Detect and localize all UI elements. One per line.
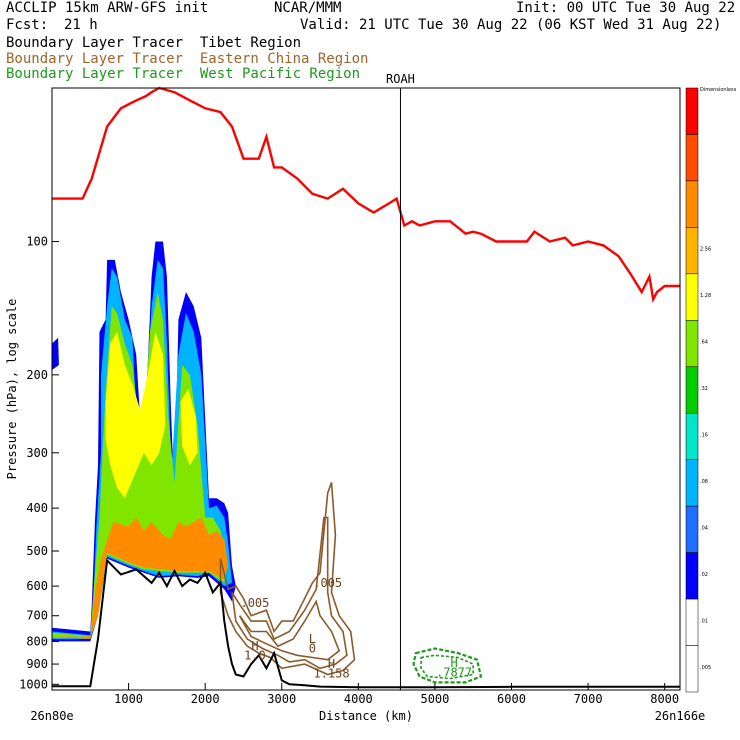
colorbar-swatch: [685, 87, 699, 135]
green-contour-inner: [420, 654, 475, 680]
terrain-line: [52, 558, 680, 689]
tracer-fill-region-3: [105, 331, 166, 499]
colorbar-swatch: [685, 645, 699, 693]
x-tick-label: 5000: [420, 692, 449, 706]
header-center-org: NCAR/MMM: [274, 0, 342, 16]
brown-contour-0: [219, 482, 356, 676]
colorbar-swatch: [685, 598, 699, 646]
x-tick-label: 8000: [650, 692, 679, 706]
colorbar-swatch: [685, 459, 699, 507]
header-init-time: Init: 00 UTC Tue 30 Aug 22: [516, 0, 736, 16]
tracer-fill-region-4: [180, 388, 198, 466]
legend-line-eastern-china: Boundary Layer Tracer Eastern China Regi…: [6, 51, 369, 67]
colorbar-tick-label: .08: [700, 479, 708, 485]
tracer-fill-region-5: [52, 517, 229, 639]
right-endpoint-label: 26n166e: [655, 709, 706, 723]
colorbar-tick-label: .01: [700, 618, 708, 624]
colorbar-title: Dimensionless: [700, 87, 737, 93]
colorbar-tick-label: .04: [700, 525, 708, 531]
colorbar-tick-label: .32: [700, 386, 708, 392]
tracer-fill-layer: [52, 241, 236, 642]
colorbar: Dimensionless .005 .01 .02 .04 .08 .16 .32 .64 1.…: [685, 87, 737, 693]
contour-label: .7877: [436, 665, 472, 679]
y-tick-label: 900: [26, 657, 48, 671]
colorbar-swatch: [685, 366, 699, 414]
x-tick-label: 6000: [497, 692, 526, 706]
colorbar-swatch: [685, 180, 699, 228]
colorbar-swatch: [685, 412, 699, 460]
colorbar-swatch: [685, 552, 699, 600]
colorbar-swatch: [685, 320, 699, 368]
left-endpoint-label: 26n80e: [30, 709, 73, 723]
contour-label: 1.0: [244, 648, 266, 662]
colorbar-swatch: [685, 227, 699, 275]
y-tick-label: 700: [26, 609, 48, 623]
legend-line-tibet: Boundary Layer Tracer Tibet Region: [6, 35, 302, 51]
roah-marker-label: ROAH: [386, 72, 415, 86]
x-tick-label: 2000: [191, 692, 220, 706]
y-tick-label: 800: [26, 634, 48, 648]
y-tick-label: 100: [26, 235, 48, 249]
contour-label: L: [309, 632, 316, 646]
header-fcst-label: Fcst:: [6, 17, 49, 33]
brown-contour-2: [238, 599, 341, 661]
legend-line-west-pacific: Boundary Layer Tracer West Pacific Regio…: [6, 66, 361, 82]
contour-label: 0: [309, 641, 316, 655]
y-tick-label: 200: [26, 368, 48, 382]
x-axis-label: Distance (km): [319, 709, 413, 723]
colorbar-swatch: [685, 505, 699, 553]
colorbar-tick-label: .005: [700, 665, 711, 671]
contour-label: .005: [313, 576, 342, 590]
header-valid-time: Valid: 21 UTC Tue 30 Aug 22 (06 KST Wed …: [300, 17, 722, 33]
tracer-fill-blob: [52, 337, 59, 370]
tracer-contour-layer: [219, 482, 483, 684]
x-tick-label: 4000: [344, 692, 373, 706]
header-model-title: ACCLIP 15km ARW-GFS init: [6, 0, 209, 16]
contour-label: H: [450, 656, 457, 670]
contour-label: 1.158: [313, 666, 349, 680]
y-tick-label: 400: [26, 501, 48, 515]
x-tick-label: 1000: [114, 692, 143, 706]
colorbar-tick-label: .16: [700, 432, 708, 438]
x-tick-label: 3000: [267, 692, 296, 706]
green-contour: [412, 647, 483, 684]
colorbar-tick-label: .64: [700, 340, 708, 346]
tropopause-line: [52, 86, 680, 304]
header-fcst-value: 21 h: [64, 17, 98, 33]
plot-frame: [51, 87, 681, 691]
contour-label: H: [251, 639, 258, 653]
brown-contour-1: [231, 516, 348, 670]
y-tick-label: 600: [26, 579, 48, 593]
y-axis-label: Pressure (hPa), log scale: [5, 299, 19, 480]
contour-label: .005: [240, 596, 269, 610]
colorbar-tick-label: .02: [700, 572, 708, 578]
colorbar-swatch: [685, 134, 699, 182]
y-tick-label: 500: [26, 544, 48, 558]
colorbar-tick-label: 2.56: [700, 247, 711, 253]
y-tick-label: 300: [26, 446, 48, 460]
y-tick-label: 1000: [19, 677, 48, 691]
colorbar-tick-label: 1.28: [700, 293, 711, 299]
x-tick-label: 7000: [574, 692, 603, 706]
contour-label: H: [328, 657, 335, 671]
colorbar-swatch: [685, 273, 699, 321]
